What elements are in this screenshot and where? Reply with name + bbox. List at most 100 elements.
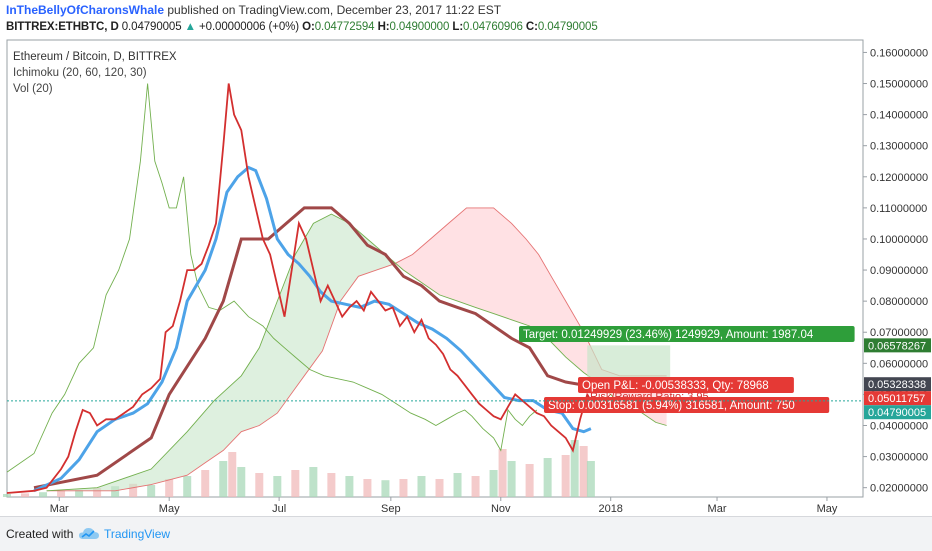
x-tick-label: May (817, 503, 838, 515)
volume-bar (57, 491, 66, 497)
close-value: 0.04790005 (537, 21, 598, 33)
volume-bar (291, 470, 300, 497)
price-change: +0.00000006 (+0%) (199, 21, 300, 33)
chikou-span-line (6, 83, 538, 473)
volume-bar (147, 485, 156, 497)
y-axis[interactable]: 0.16000000 0.15000000 0.14000000 0.13000000… (863, 47, 928, 495)
symbol-label: BITTREX:ETHBTC, D (6, 21, 119, 33)
price-label-bg (864, 405, 931, 420)
volume-bar (183, 476, 192, 497)
y-tick-label: 0.06000000 (870, 358, 928, 370)
y-tick-label: 0.15000000 (870, 79, 928, 91)
x-tick-label: Sep (381, 503, 401, 515)
cloud-area (46, 214, 397, 491)
created-with-text: Created with (6, 527, 74, 541)
legend-ichimoku[interactable]: Ichimoku (20, 60, 120, 30) (13, 67, 147, 79)
open-label: O: (302, 21, 315, 33)
footer: Created with TradingView (0, 516, 932, 551)
series-layer (6, 83, 667, 494)
price-label: 0.05011757 (868, 393, 925, 405)
y-tick-label: 0.11000000 (870, 203, 927, 215)
volume-bar (381, 480, 390, 497)
volume-bar (129, 483, 138, 497)
tradingview-link[interactable]: TradingView (104, 527, 171, 541)
volume-bar (417, 476, 426, 497)
target-label-bg (519, 326, 855, 342)
price-chart[interactable]: Target: 0.01249929 (23.46%) 1249929, Amo… (0, 0, 932, 516)
position-tool[interactable]: Target: 0.01249929 (23.46%) 1249929, Amo… (519, 326, 855, 413)
volume-bar (345, 476, 354, 497)
price-label: 0.04790005 (868, 407, 926, 419)
ohlc-bar: BITTREX:ETHBTC, D 0.04790005 ▲ +0.000000… (6, 21, 598, 33)
open-value: 0.04772594 (314, 21, 375, 33)
high-label: H: (377, 21, 390, 33)
volume-bar (543, 458, 552, 497)
legend-volume[interactable]: Vol (20) (13, 83, 53, 95)
volume-bar (363, 479, 372, 497)
x-tick-label: Nov (491, 503, 511, 515)
volume-bar (201, 470, 210, 497)
volume-bar (327, 473, 336, 497)
tradingview-cloud-icon[interactable] (78, 526, 100, 542)
published-text: published on TradingView.com, December 2… (167, 3, 502, 17)
volume-bar (273, 476, 282, 497)
volume-bar (507, 461, 516, 497)
volume-bar (111, 486, 120, 497)
price-line (6, 83, 592, 494)
volume-bar (75, 489, 84, 497)
y-tick-label: 0.08000000 (870, 296, 928, 308)
volume-bar (471, 476, 480, 497)
price-label-bg (864, 391, 931, 406)
volume-bar (489, 470, 498, 497)
volume-bar (255, 473, 264, 497)
price-label: 0.06578267 (868, 340, 926, 352)
x-tick-label: Jul (272, 503, 286, 515)
volume-bar (219, 461, 228, 497)
y-tick-label: 0.13000000 (870, 141, 928, 153)
volume-bar (39, 492, 48, 497)
y-tick-label: 0.03000000 (870, 452, 928, 464)
y-tick-label: 0.12000000 (870, 172, 928, 184)
y-tick-label: 0.04000000 (870, 420, 928, 432)
x-tick-label: Mar (50, 503, 69, 515)
volume-bar (21, 493, 30, 497)
volume-bar (586, 461, 595, 497)
y-tick-label: 0.07000000 (870, 327, 928, 339)
kijun-sen-line (33, 206, 591, 490)
close-label: C: (525, 21, 538, 33)
volume-bar (435, 479, 444, 497)
volume-bar (228, 452, 237, 497)
publish-info: InTheBellyOfCharonsWhale published on Tr… (6, 3, 501, 17)
volume-bar (579, 446, 588, 497)
tenkan-sen-line (33, 165, 592, 493)
volume-bar (525, 464, 534, 497)
target-label: Target: 0.01249929 (23.46%) 1249929, Amo… (523, 329, 814, 341)
volume-bar (309, 467, 318, 497)
triangle-up-icon: ▲ (184, 21, 196, 33)
price-axis-labels: 0.06578267 0.05328338 0.05011757 0.04790005 (864, 338, 931, 420)
price-label-bg (864, 338, 931, 353)
x-tick-label: May (159, 503, 180, 515)
y-tick-label: 0.10000000 (870, 234, 928, 246)
volume-bar (453, 473, 462, 497)
volume-bar (3, 494, 11, 497)
x-axis[interactable]: Mar May Jul Sep Nov 2018 Mar May (50, 497, 838, 515)
x-tick-label: Mar (708, 503, 727, 515)
y-tick-label: 0.14000000 (870, 110, 928, 122)
legend-title: Ethereum / Bitcoin, D, BITTREX (13, 51, 177, 63)
pnl-label: Open P&L: -0.00538333, Qty: 78968 (582, 380, 769, 392)
volume-bar (165, 479, 174, 497)
volume-bar (93, 488, 102, 497)
volume-layer (3, 440, 595, 497)
volume-bar (570, 440, 579, 497)
author-link[interactable]: InTheBellyOfCharonsWhale (6, 3, 165, 17)
y-tick-label: 0.09000000 (870, 265, 928, 277)
y-tick-label: 0.02000000 (870, 483, 928, 495)
price-label-bg (864, 377, 931, 392)
pnl-label-bg (578, 377, 794, 393)
high-value: 0.04900000 (389, 21, 450, 33)
low-value: 0.04760906 (463, 21, 523, 33)
stop-label: Stop: 0.00316581 (5.94%) 316581, Amount:… (548, 400, 795, 412)
low-label: L: (452, 21, 464, 33)
volume-bar (237, 467, 246, 497)
